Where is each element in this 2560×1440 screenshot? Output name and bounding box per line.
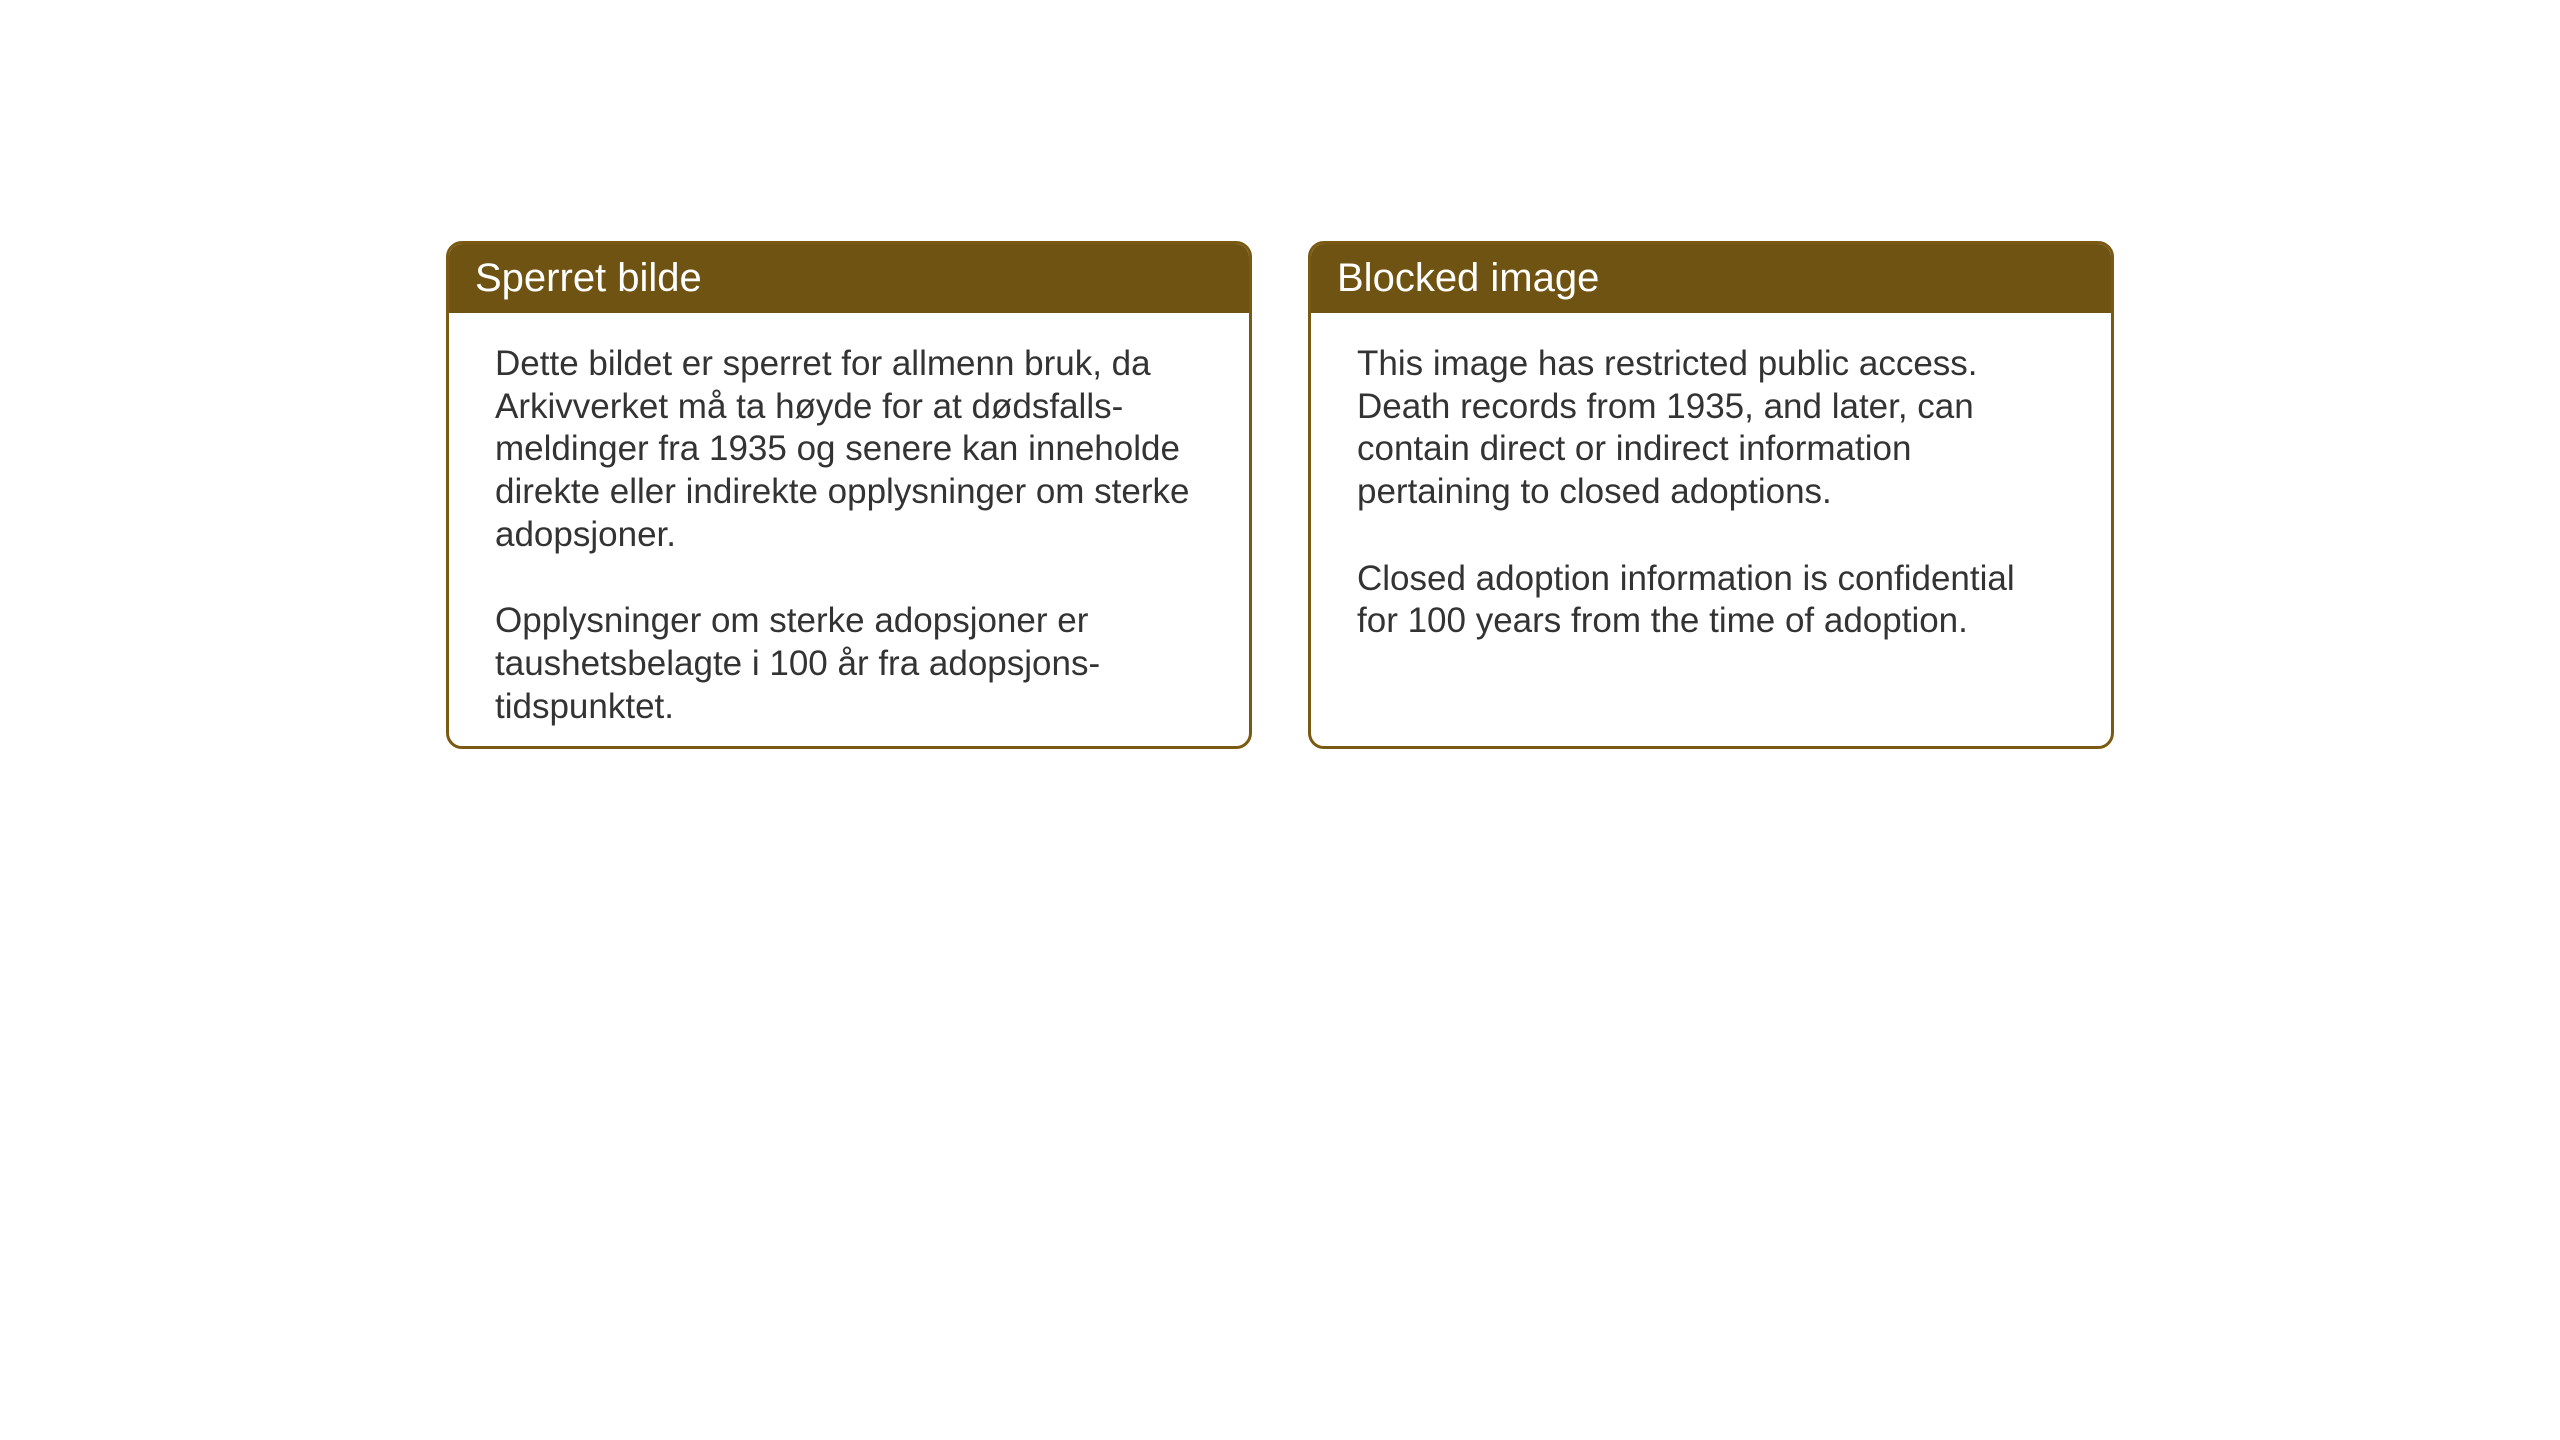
notice-box-english: Blocked image This image has restricted …	[1308, 241, 2114, 749]
notice-title-english: Blocked image	[1337, 256, 1599, 300]
notice-title-norwegian: Sperret bilde	[475, 256, 702, 300]
notice-body-english: This image has restricted public access.…	[1311, 313, 2111, 673]
notice-header-norwegian: Sperret bilde	[449, 244, 1249, 313]
notice-paragraph-1-norwegian: Dette bildet er sperret for allmenn bruk…	[495, 343, 1203, 556]
notice-paragraph-2-norwegian: Opplysninger om sterke adopsjoner er tau…	[495, 600, 1203, 728]
notice-paragraph-2-english: Closed adoption information is confident…	[1357, 558, 2065, 643]
notice-paragraph-1-english: This image has restricted public access.…	[1357, 343, 2065, 514]
notice-container: Sperret bilde Dette bildet er sperret fo…	[446, 241, 2114, 749]
notice-body-norwegian: Dette bildet er sperret for allmenn bruk…	[449, 313, 1249, 749]
notice-header-english: Blocked image	[1311, 244, 2111, 313]
notice-box-norwegian: Sperret bilde Dette bildet er sperret fo…	[446, 241, 1252, 749]
